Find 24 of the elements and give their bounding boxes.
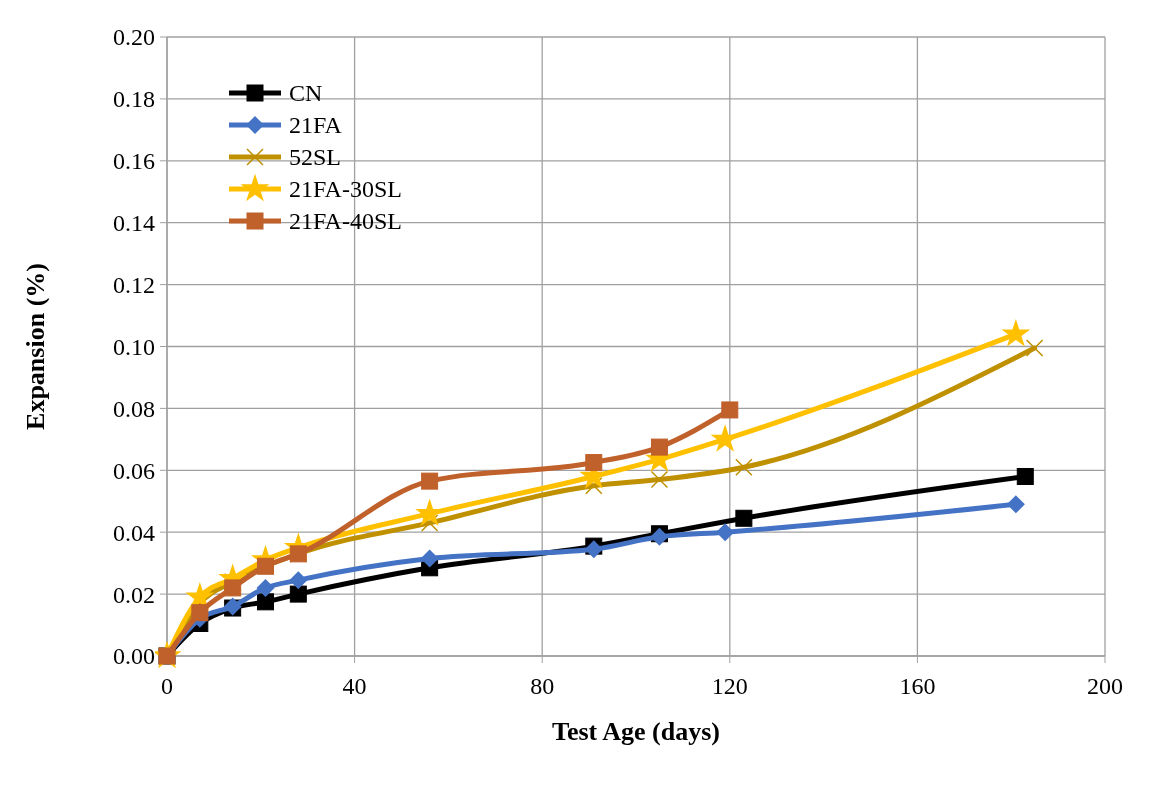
y-tick-label: 0.10	[113, 333, 155, 360]
y-tick-label: 0.08	[113, 395, 155, 422]
x-axis-title: Test Age (days)	[551, 717, 721, 746]
y-tick-label: 0.06	[113, 457, 155, 484]
legend-label: 52SL	[289, 144, 342, 171]
x-tick-label: 80	[530, 673, 555, 699]
legend-label: 21FA	[289, 112, 343, 139]
x-tick-label: 120	[711, 673, 748, 699]
y-tick-label: 0.20	[113, 24, 155, 51]
y-tick-label: 0.04	[113, 519, 155, 546]
legend-label: CN	[289, 80, 323, 107]
y-tick-label: 0.12	[113, 272, 155, 298]
legend-label: 21FA-30SL	[289, 176, 402, 203]
y-tick-label: 0.00	[113, 643, 155, 670]
x-tick-label: 160	[899, 673, 936, 699]
x-tick-label: 40	[342, 673, 367, 699]
y-tick-label: 0.02	[113, 581, 155, 608]
x-tick-label: 0	[161, 673, 173, 699]
legend-label: 21FA-40SL	[289, 208, 402, 235]
y-tick-label: 0.14	[113, 210, 155, 237]
y-tick-label: 0.18	[113, 86, 155, 113]
y-tick-label: 0.16	[113, 148, 155, 175]
x-tick-label: 200	[1087, 673, 1123, 699]
y-axis-title: Expansion (%)	[21, 263, 50, 430]
